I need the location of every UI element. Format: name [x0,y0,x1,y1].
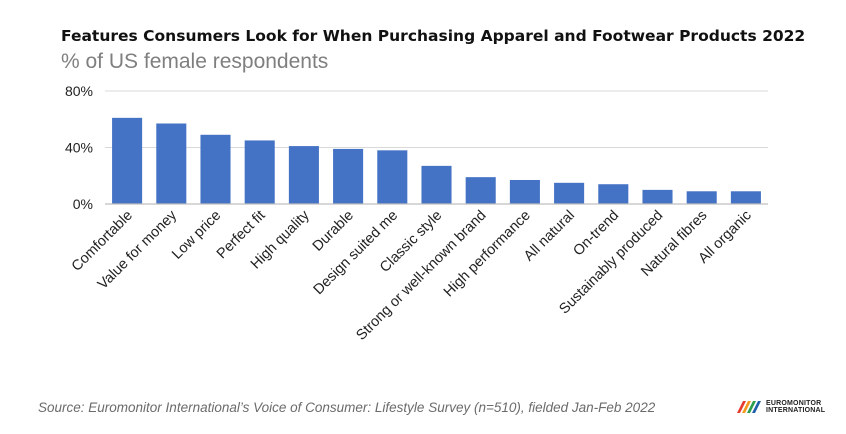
logo-line1: EUROMONITOR [766,400,822,407]
bar [112,117,143,204]
bar [509,179,540,204]
bar [465,177,496,204]
bar [642,189,673,204]
x-tick-label: High performance [441,208,534,301]
euromonitor-logo-text: EUROMONITOR INTERNATIONAL [766,400,825,414]
y-tick-label: 40% [65,140,93,156]
x-tick-label: Low price [169,208,224,263]
chart-title: Features Consumers Look for When Purchas… [61,27,806,45]
y-tick-label: 0% [73,196,93,212]
chart-subtitle: % of US female respondents [61,50,329,73]
logo-line2: INTERNATIONAL [766,407,826,414]
bar [244,140,275,204]
bar [333,148,364,204]
bar [686,191,717,204]
euromonitor-logo-icon [737,401,761,413]
y-tick-label: 80% [65,83,93,99]
bar [554,182,585,204]
bar [288,146,319,204]
bar [200,134,231,204]
bar [421,165,452,204]
x-tick-label: Value for money [95,207,181,293]
bar [730,191,761,204]
euromonitor-logo: EUROMONITOR INTERNATIONAL [737,400,825,414]
source-note: Source: Euromonitor International’s Voic… [38,400,656,415]
bar [377,150,408,204]
bar [156,123,187,204]
bar [598,184,629,204]
